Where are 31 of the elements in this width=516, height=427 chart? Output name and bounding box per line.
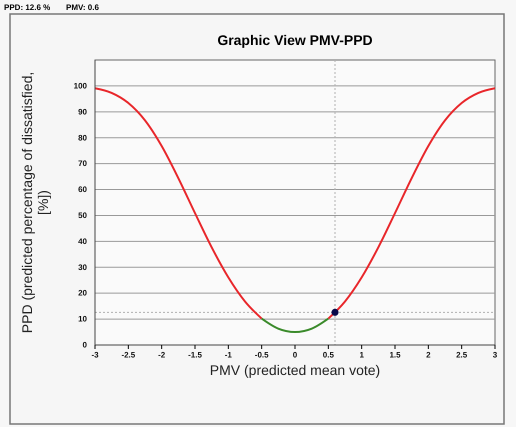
y-tick-label: 90 [78,107,88,116]
x-tick-label: -2.5 [121,350,136,360]
y-tick-label: 80 [78,133,88,142]
y-tick-label: 10 [78,314,88,324]
x-tick-label: -2 [158,350,166,360]
line-series [327,87,496,320]
x-tick-label: 0 [292,350,298,360]
x-tick-label: 0.5 [322,350,334,360]
y-tick-label: 100 [74,81,88,90]
x-tick-label: 1.5 [389,350,402,360]
y-tick-label: 0 [82,340,88,350]
chart-title: Graphic View PMV-PPD [217,32,373,48]
y-tick-label: 30 [78,262,88,272]
line-series [94,87,263,320]
y-tick-label: 40 [78,236,88,246]
x-tick-label: 3 [492,350,498,360]
x-tick-label: -3 [91,350,100,360]
x-tick-label: -1 [224,350,232,360]
y-axis-title: PPD (predicted percentage of dissatisfied, [%]) [19,72,51,334]
y-tick-label: 60 [78,185,88,194]
y-tick-label: 50 [78,211,88,220]
x-tick-label: 1 [359,350,364,360]
y-tick-label: 20 [78,288,88,298]
x-tick-label: 2.5 [456,350,468,360]
x-tick-label: -0.5 [254,350,270,360]
x-tick-label: -1.5 [188,350,202,360]
x-tick-label: 2 [426,350,432,360]
x-axis-title: PMV (predicted mean vote) [210,362,380,378]
text: PPD: 12.6 % [4,3,50,12]
y-tick-label: 70 [78,159,88,168]
text: PMV: 0.6 [66,3,100,12]
